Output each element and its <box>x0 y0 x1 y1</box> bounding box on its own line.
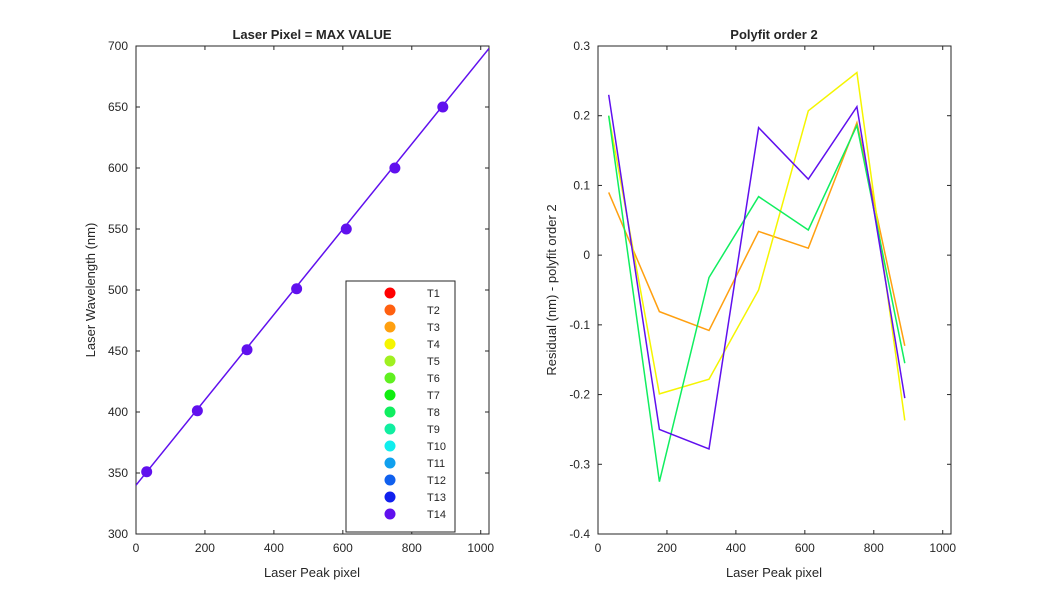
legend-marker-t13 <box>384 491 396 503</box>
left-y-tick-label: 300 <box>108 527 128 541</box>
right-y-tick-label: 0 <box>583 248 590 262</box>
legend-label-t2: T2 <box>427 305 440 317</box>
legend-marker-t1 <box>384 287 396 299</box>
right-y-tick-label: -0.4 <box>569 527 590 541</box>
left-y-tick-label: 400 <box>108 405 128 419</box>
legend-label-t6: T6 <box>427 373 440 385</box>
right-x-tick-label: 800 <box>864 541 884 555</box>
legend-marker-t4 <box>384 338 396 350</box>
legend-marker-t9 <box>384 423 396 435</box>
data-point-t14 <box>191 405 203 417</box>
legend-marker-t7 <box>384 389 396 401</box>
left-x-tick-label: 400 <box>264 541 284 555</box>
residual-series-line-4 <box>607 94 906 450</box>
residual-series-line-2 <box>607 71 906 421</box>
right-y-tick-label: -0.2 <box>569 388 590 402</box>
right-x-tick-label: 400 <box>726 541 746 555</box>
right-y-axis-label: Residual (nm) - polyfit order 2 <box>544 204 559 375</box>
left-y-tick-label: 500 <box>108 283 128 297</box>
right-axes-box <box>597 45 952 535</box>
legend-marker-t2 <box>384 304 396 316</box>
right-x-tick-label: 0 <box>595 541 602 555</box>
data-point-t14 <box>241 344 253 356</box>
left-y-tick-label: 350 <box>108 466 128 480</box>
legend-marker-t3 <box>384 321 396 333</box>
legend: T1 T2 T3 T4 T5 T6 T7 T8 T9 T10 T11 T12 T13 T14 <box>345 280 456 533</box>
left-data-layer <box>136 47 489 486</box>
right-data-layer <box>607 71 906 482</box>
legend-label-t1: T1 <box>427 288 440 300</box>
right-y-tick-label: 0.3 <box>573 39 590 53</box>
legend-marker-t12 <box>384 474 396 486</box>
left-plot-title: Laser Pixel = MAX VALUE <box>232 27 391 42</box>
legend-box <box>345 280 456 533</box>
legend-marker-t8 <box>384 406 396 418</box>
right-y-tick-label: -0.3 <box>569 457 590 471</box>
right-x-axis-label: Laser Peak pixel <box>726 565 822 580</box>
legend-label-t4: T4 <box>427 339 440 351</box>
left-x-tick-label: 200 <box>195 541 215 555</box>
legend-label-t9: T9 <box>427 424 440 436</box>
left-y-tick-label: 700 <box>108 39 128 53</box>
legend-label-t5: T5 <box>427 356 440 368</box>
left-x-tick-label: 800 <box>402 541 422 555</box>
right-x-tick-label: 1000 <box>929 541 956 555</box>
legend-marker-t6 <box>384 372 396 384</box>
legend-label-t14: T14 <box>427 509 446 521</box>
left-y-tick-label: 650 <box>108 100 128 114</box>
left-x-tick-label: 1000 <box>467 541 494 555</box>
legend-label-t12: T12 <box>427 475 446 487</box>
legend-marker-t5 <box>384 355 396 367</box>
left-y-tick-label: 450 <box>108 344 128 358</box>
left-x-axis-label: Laser Peak pixel <box>264 565 360 580</box>
left-x-tick-label: 0 <box>133 541 140 555</box>
left-x-tick-label: 600 <box>333 541 353 555</box>
legend-label-t13: T13 <box>427 492 446 504</box>
residual-series-line-1 <box>608 120 906 346</box>
legend-label-t7: T7 <box>427 390 440 402</box>
data-point-t14 <box>389 162 401 174</box>
data-point-t14 <box>340 223 352 235</box>
data-point-t14 <box>437 101 449 113</box>
legend-label-t3: T3 <box>427 322 440 334</box>
data-point-t14 <box>141 466 153 478</box>
data-point-t14 <box>291 283 303 295</box>
right-y-tick-label: 0.1 <box>573 178 590 192</box>
legend-label-t8: T8 <box>427 407 440 419</box>
legend-marker-t11 <box>384 457 396 469</box>
right-y-tick-label: -0.1 <box>569 318 590 332</box>
residual-series-line-3 <box>607 115 906 482</box>
legend-marker-t10 <box>384 440 396 452</box>
legend-label-t10: T10 <box>427 441 446 453</box>
right-x-tick-label: 600 <box>795 541 815 555</box>
legend-marker-t14 <box>384 508 396 520</box>
right-y-tick-label: 0.2 <box>573 109 590 123</box>
right-x-tick-label: 200 <box>657 541 677 555</box>
left-y-tick-label: 550 <box>108 222 128 236</box>
right-subplot: Polyfit order 2 Laser Peak pixel Residua… <box>544 27 956 580</box>
left-y-tick-label: 600 <box>108 161 128 175</box>
left-subplot: Laser Pixel = MAX VALUE Laser Peak pixel… <box>83 27 494 580</box>
right-plot-title: Polyfit order 2 <box>730 27 817 42</box>
left-y-axis-label: Laser Wavelength (nm) <box>83 223 98 358</box>
legend-label-t11: T11 <box>427 458 445 470</box>
